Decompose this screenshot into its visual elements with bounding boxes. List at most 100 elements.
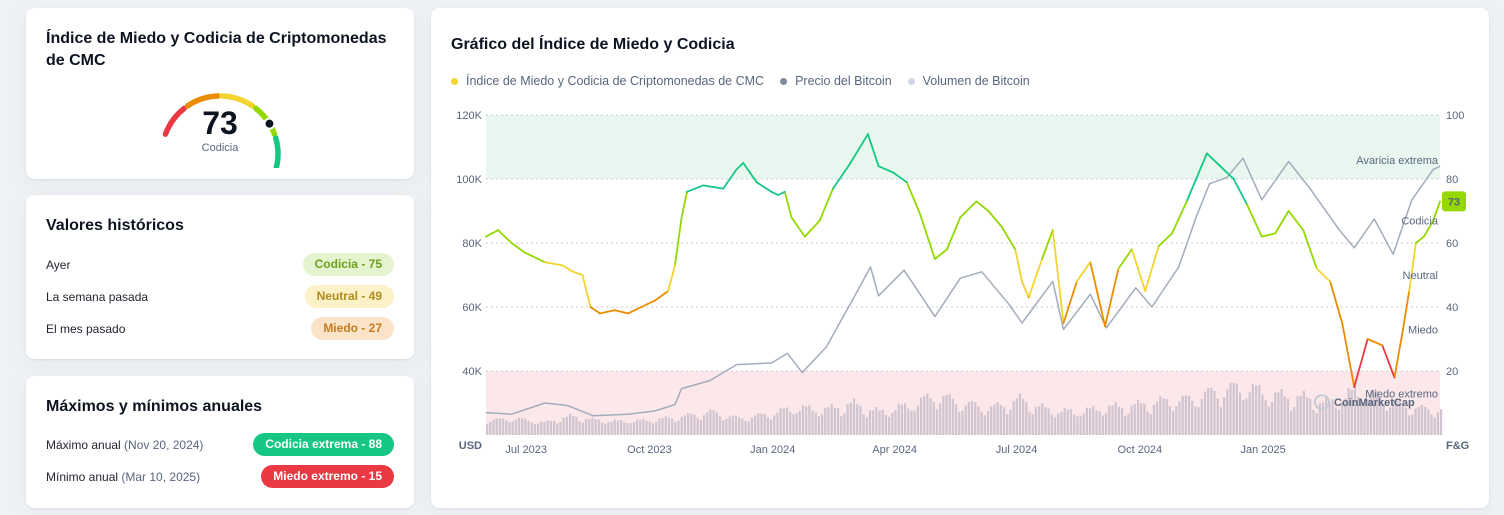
volume-bar	[1037, 406, 1041, 435]
fear-greed-segment	[987, 210, 1003, 228]
fear-greed-chart[interactable]: 40K 60K 80K 100K 120K USD 20 40 60 80 100 F&G Jul 20…	[431, 8, 1489, 508]
fear-greed-point	[877, 165, 880, 168]
fear-greed-segment	[783, 190, 793, 219]
volume-bar	[948, 394, 951, 435]
volume-bar	[1028, 411, 1031, 435]
legend-item-price[interactable]: Precio del Bitcoin	[780, 74, 892, 88]
volume-bar	[712, 410, 715, 435]
chart-legend: Índice de Miedo y Codicia de Criptomoned…	[451, 74, 1046, 88]
fear-greed-point	[581, 274, 584, 276]
right-axis-tick: 60	[1446, 238, 1458, 250]
fear-greed-segment	[1051, 229, 1065, 324]
fear-greed-segment	[1366, 338, 1384, 347]
fear-greed-segment	[818, 187, 834, 222]
volume-bar	[1002, 407, 1006, 435]
volume-bar	[1290, 410, 1293, 435]
volume-bar	[568, 413, 572, 435]
yearly-high-low-card: Máximos y mínimos anuales Máximo anual (…	[26, 376, 414, 508]
volume-bar	[728, 416, 731, 435]
volume-bar	[1376, 391, 1379, 435]
volume-bar	[635, 419, 639, 435]
gauge-segment	[273, 135, 281, 168]
fear-greed-point	[1117, 267, 1120, 270]
volume-bar	[1408, 415, 1411, 435]
volume-bar	[1216, 398, 1219, 435]
fear-greed-point	[1027, 296, 1030, 299]
volume-bar	[840, 416, 843, 435]
fear-greed-segment	[1130, 248, 1147, 292]
volume-bar	[1337, 409, 1341, 435]
volume-bar	[1015, 398, 1018, 435]
fear-greed-segment	[627, 306, 643, 315]
volume-bar	[511, 421, 514, 435]
volume-bar	[856, 404, 859, 435]
volume-bar	[1315, 412, 1318, 435]
volume-bar	[1398, 398, 1401, 435]
volume-bar	[1143, 403, 1146, 435]
volume-bar	[798, 410, 801, 435]
volume-bar	[527, 420, 530, 435]
fear-greed-segment	[1232, 178, 1248, 206]
fear-greed-segment	[702, 184, 725, 190]
fear-greed-point	[803, 235, 806, 238]
fear-greed-segment	[561, 264, 574, 273]
volume-bar	[1379, 399, 1382, 435]
fear-greed-point	[1246, 203, 1248, 206]
volume-bar	[1242, 399, 1245, 435]
volume-bar	[773, 415, 776, 435]
volume-bar	[792, 414, 795, 435]
volume-bar	[1136, 399, 1140, 435]
right-axis-unit: F&G	[1446, 440, 1469, 452]
volume-bar	[929, 398, 932, 435]
fear-greed-point	[1195, 178, 1198, 180]
fear-greed-segment	[1171, 200, 1188, 235]
volume-bar	[508, 422, 511, 435]
volume-bar	[702, 415, 706, 435]
fear-greed-segment	[1393, 331, 1404, 379]
yearly-min-badge: Miedo extremo - 15	[261, 465, 394, 488]
fear-greed-point	[1104, 325, 1106, 328]
fear-greed-segment	[803, 219, 821, 238]
fear-greed-point	[919, 213, 922, 216]
volume-bar	[680, 416, 683, 435]
fear-greed-point	[946, 248, 948, 251]
volume-bar	[891, 412, 894, 435]
volume-bar	[1149, 414, 1152, 435]
volume-bar	[1235, 383, 1238, 435]
volume-bar	[645, 420, 648, 435]
fear-greed-segment	[1432, 200, 1441, 222]
fear-greed-segment	[1219, 165, 1235, 180]
volume-bar	[1283, 396, 1286, 435]
fear-greed-segment	[1117, 248, 1133, 270]
fear-greed-point	[770, 190, 773, 193]
volume-bar	[779, 408, 782, 435]
fear-greed-segment	[790, 216, 806, 238]
volume-bar	[821, 414, 824, 435]
volume-bar	[1041, 403, 1044, 435]
fear-greed-segment	[1353, 338, 1369, 388]
volume-bar	[1404, 407, 1408, 435]
legend-item-volume[interactable]: Volumen de Bitcoin	[907, 74, 1030, 88]
fear-greed-point	[777, 194, 779, 196]
fear-greed-point	[832, 187, 834, 190]
volume-bar	[1089, 408, 1092, 435]
right-axis-tick: 80	[1446, 174, 1458, 186]
fear-greed-segment	[1246, 203, 1263, 238]
volume-bar	[1347, 388, 1350, 435]
volume-bar	[1191, 400, 1194, 435]
volume-bar	[875, 407, 878, 435]
yearly-min-label: Mínimo anual (Mar 10, 2025)	[46, 470, 200, 484]
volume-bar	[1178, 401, 1181, 435]
volume-bar	[610, 421, 613, 435]
volume-bar	[833, 407, 836, 435]
yearly-min-date: (Mar 10, 2025)	[121, 470, 201, 484]
fear-greed-segment	[1041, 229, 1054, 260]
volume-bar	[1388, 407, 1392, 435]
fear-greed-point	[1062, 322, 1065, 324]
legend-item-index[interactable]: Índice de Miedo y Codicia de Criptomoned…	[451, 74, 764, 88]
fear-greed-segment	[1195, 152, 1208, 180]
fear-greed-segment	[946, 216, 962, 251]
volume-bar	[776, 412, 779, 435]
volume-bar	[1085, 407, 1089, 435]
volume-bar	[616, 420, 620, 435]
